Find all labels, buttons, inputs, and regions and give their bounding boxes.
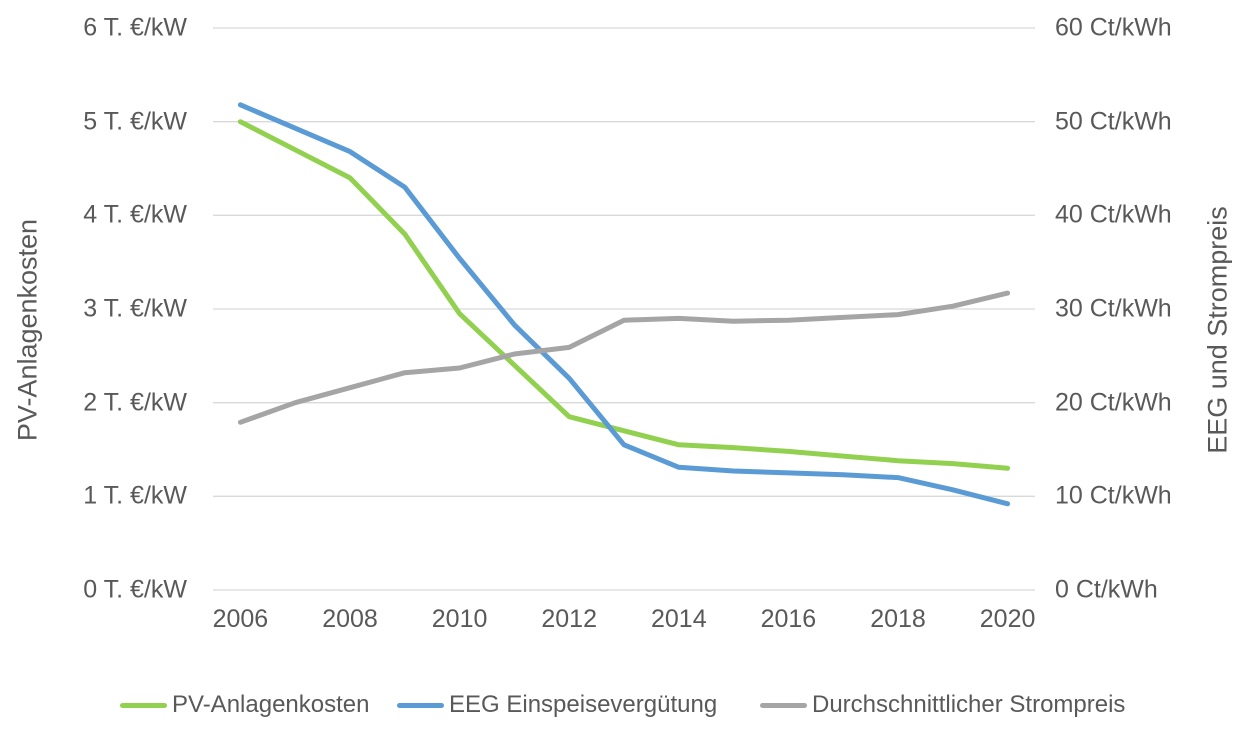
legend-item-pv-anlagenkosten: PV-Anlagenkosten	[120, 689, 369, 721]
left-axis-tick-label: 1 T. €/kW	[83, 481, 187, 510]
x-axis-tick-label: 2006	[212, 605, 269, 633]
left-axis-tick-label: 2 T. €/kW	[83, 388, 187, 417]
legend-label: Durchschnittlicher Strompreis	[812, 691, 1126, 718]
legend: PV-Anlagenkosten EEG Einspeisevergütung …	[0, 689, 1247, 721]
legend-label: PV-Anlagenkosten	[172, 691, 370, 718]
x-axis-tick-label: 2008	[322, 605, 378, 633]
series-line-0	[237, 119, 1011, 471]
x-axis-tick-label: 2012	[541, 605, 597, 633]
x-axis-tick-label: 2014	[650, 605, 707, 633]
left-axis-tick-label: 6 T. €/kW	[83, 13, 187, 42]
left-axis-tick-label: 5 T. €/kW	[83, 107, 187, 136]
left-axis-tick-label: 3 T. €/kW	[83, 294, 187, 323]
legend-swatch-green-line	[120, 702, 167, 708]
right-axis-tick-label: 50 Ct/kWh	[1055, 107, 1172, 136]
legend-item-eeg-einspeiseverguetung: EEG Einspeisevergütung	[397, 689, 717, 721]
right-axis-tick-label: 10 Ct/kWh	[1055, 481, 1172, 510]
series-line-2	[237, 290, 1011, 425]
series-line-1	[237, 102, 1011, 507]
right-axis-tick-label: 60 Ct/kWh	[1055, 13, 1172, 42]
right-axis-tick-label: 20 Ct/kWh	[1055, 388, 1172, 417]
legend-item-durchschnittlicher-strompreis: Durchschnittlicher Strompreis	[760, 689, 1125, 721]
legend-swatch-gray-line	[760, 702, 807, 708]
right-axis-tick-label: 40 Ct/kWh	[1055, 200, 1172, 229]
x-axis-tick-label: 2020	[979, 605, 1036, 633]
left-axis-tick-label: 0 T. €/kW	[83, 575, 187, 604]
right-axis-tick-label: 0 Ct/kWh	[1055, 575, 1158, 604]
right-axis-tick-label: 30 Ct/kWh	[1055, 294, 1172, 323]
x-axis-tick-label: 2010	[431, 605, 488, 633]
left-axis-title: PV-Anlagenkosten	[12, 218, 43, 442]
legend-label: EEG Einspeisevergütung	[449, 691, 718, 718]
left-axis-tick-label: 4 T. €/kW	[83, 200, 187, 229]
x-axis-tick-label: 2016	[760, 605, 817, 633]
right-axis-title: EEG und Strompreis	[1202, 206, 1233, 454]
x-axis-tick-label: 2018	[870, 605, 926, 633]
legend-swatch-blue-line	[397, 702, 444, 708]
